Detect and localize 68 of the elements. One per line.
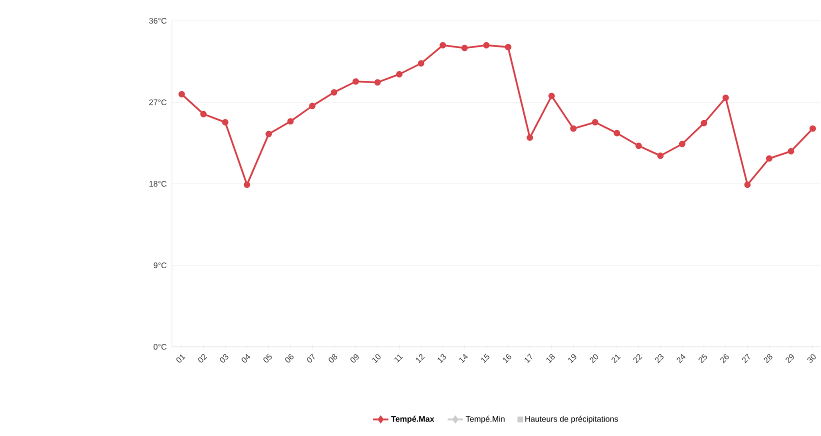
point [766, 155, 772, 162]
legend-label: Hauteurs de précipitations [525, 416, 618, 424]
point [330, 89, 338, 96]
x-tick-label: 10 [372, 354, 381, 364]
y-tick-label: 9°C [154, 262, 167, 268]
point [374, 79, 381, 86]
x-tick-label: 09 [350, 354, 359, 363]
x-tick-label: 01 [176, 354, 186, 363]
x-tick-label: 16 [503, 354, 512, 364]
point [592, 119, 598, 126]
point [200, 111, 207, 118]
point [744, 182, 751, 188]
y-tick-label: 36°C [149, 18, 167, 24]
x-tick-label: 11 [394, 354, 403, 363]
point [635, 142, 642, 150]
point [352, 78, 360, 85]
point [222, 119, 228, 126]
point [614, 130, 620, 137]
point [526, 134, 534, 142]
point [309, 102, 316, 110]
x-tick-label: 29 [786, 354, 794, 364]
x-tick-label: 14 [459, 354, 468, 364]
x-tick-label: 06 [285, 354, 294, 363]
y-tick-label: 0°C [154, 344, 167, 350]
x-tick-label: 08 [328, 354, 338, 363]
x-tick-label: 30 [807, 354, 816, 363]
point [418, 60, 424, 67]
x-tick-label: 24 [676, 354, 686, 364]
point [396, 71, 403, 78]
x-tick-label: 02 [198, 354, 208, 363]
x-tick-label: 13 [438, 354, 446, 364]
x-tick-label: 22 [633, 354, 642, 364]
x-tick-label: 25 [698, 354, 708, 364]
x-tick-label: 18 [546, 354, 555, 364]
point [700, 120, 708, 127]
x-tick-label: 12 [416, 354, 425, 364]
x-tick-label: 26 [720, 354, 729, 364]
x-tick-label: 23 [655, 354, 664, 364]
point [548, 92, 555, 100]
point [788, 148, 794, 155]
legend-label: Tempé.Max [391, 416, 434, 424]
point [440, 42, 446, 49]
point [657, 152, 664, 160]
point [504, 44, 512, 50]
point [244, 182, 250, 188]
point [178, 91, 185, 98]
x-tick-label: 15 [481, 354, 490, 364]
x-tick-label: 21 [612, 354, 621, 364]
y-tick-label: 18°C [149, 181, 167, 187]
x-tick-label: 20 [590, 354, 598, 364]
x-tick-label: 19 [568, 354, 576, 364]
point [461, 44, 468, 52]
x-tick-label: 28 [764, 354, 772, 364]
point [483, 42, 490, 49]
point [266, 130, 272, 138]
x-tick-label: 07 [306, 354, 315, 363]
x-tick-label: 05 [263, 354, 272, 363]
point [678, 140, 686, 148]
point [570, 126, 577, 132]
x-tick-label: 17 [524, 354, 532, 364]
point [810, 126, 816, 132]
y-tick-label: 27°C [149, 100, 167, 106]
legend-label: Tempé.Min [466, 416, 505, 424]
point [722, 94, 729, 102]
x-tick-label: 03 [220, 354, 228, 363]
x-tick-label: 27 [742, 354, 750, 364]
point [287, 118, 294, 125]
x-tick-label: 04 [242, 354, 250, 363]
